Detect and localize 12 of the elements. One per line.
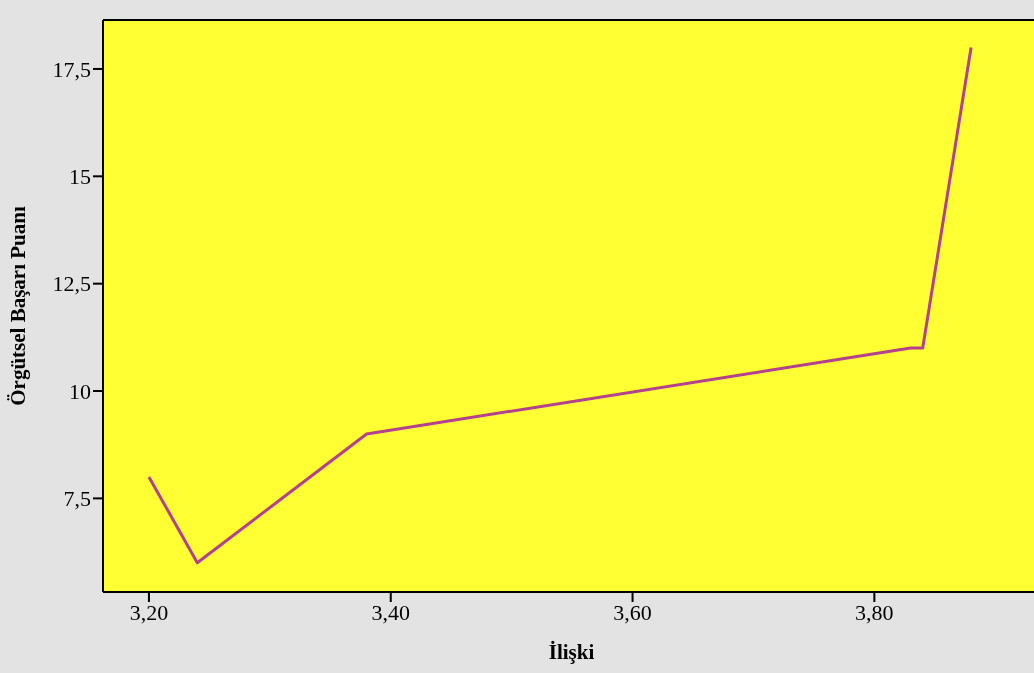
y-tick-label: 7,5: [63, 486, 91, 512]
y-tick-label: 12,5: [52, 271, 91, 297]
x-tick-label: 3,40: [371, 599, 410, 625]
line-series: [147, 45, 973, 565]
x-tick-label: 3,20: [129, 599, 169, 625]
x-axis-title: İlişki: [548, 640, 595, 664]
x-tick-label: 3,80: [855, 599, 894, 625]
y-tick-label: 17,5: [52, 56, 91, 82]
y-tick-label: 15: [69, 164, 91, 190]
y-tick-label: 10: [69, 378, 91, 404]
x-tick-label: 3,60: [613, 599, 652, 625]
y-axis-title: Örgütsel Başarı Puanı: [6, 206, 31, 406]
